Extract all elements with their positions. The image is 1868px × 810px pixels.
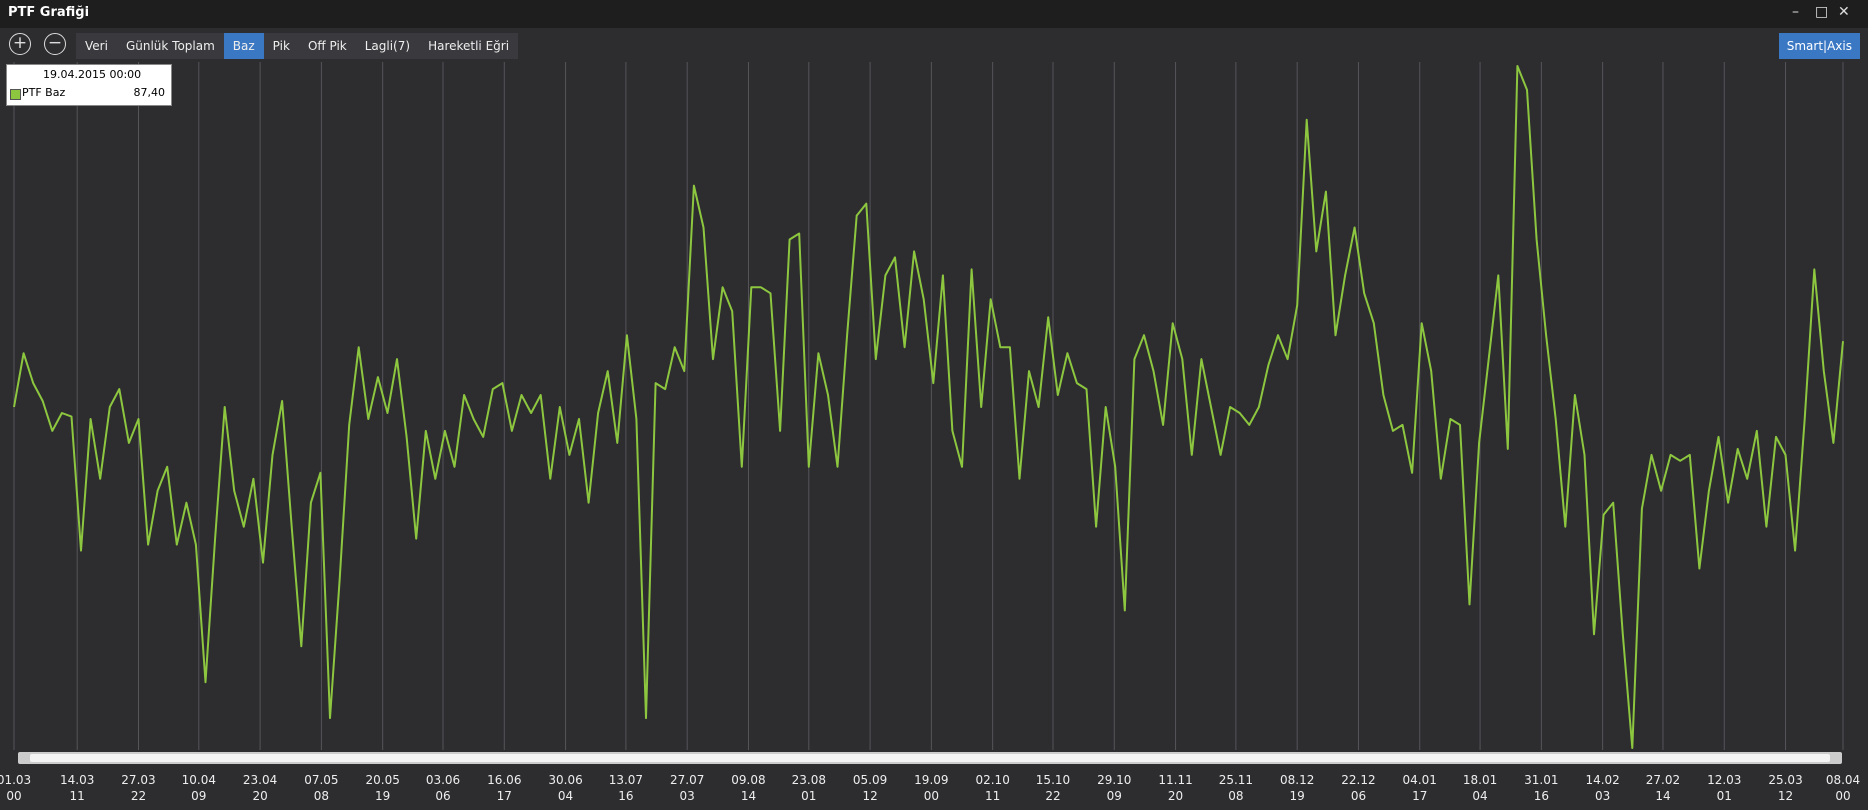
x-tick-label: 01.03 00 [0,773,32,803]
x-tick-label: 04.01 17 [1402,773,1437,803]
x-tick-label: 08.04 00 [1825,773,1861,803]
x-tick-label: 23.08 01 [791,773,826,803]
x-tick-label: 14.02 03 [1585,773,1620,803]
tooltip-date: 19.04.2015 00:00 [43,68,142,81]
x-tick-label: 23.04 20 [242,773,278,803]
data-line [13,65,1844,749]
button-group: Veri Günlük Toplam Baz Pik Off Pik Lagli(7) Ha… [76,33,519,59]
toolbar-button[interactable]: Baz [223,33,264,59]
smart-axis-button[interactable]: Smart|Axis [1778,33,1860,59]
x-tick-label: 19.09 00 [914,773,949,803]
tooltip-series: PTF Baz [22,86,66,99]
x-tick-label: 03.06 06 [425,773,461,803]
toolbar-button[interactable]: Hareketli Eğri [428,39,510,53]
toolbar-button[interactable]: Günlük Toplam [125,39,215,53]
x-tick-label: 29.10 09 [1097,773,1132,803]
x-tick-label: 30.06 04 [548,773,583,803]
plot-area [14,62,1843,755]
x-tick-label: 14.03 11 [60,773,95,803]
toolbar-button[interactable]: Off Pik [307,39,347,53]
toolbar-button[interactable]: Veri [85,39,108,53]
x-tick-label: 08.12 19 [1279,773,1315,803]
title-bar: PTF Grafiği – □ ✕ [0,0,1868,28]
x-tick-label: 02.10 11 [975,773,1010,803]
x-tick-label: 25.11 08 [1218,773,1254,803]
x-tick-label: 27.02 14 [1645,773,1681,803]
scroll-thumb[interactable] [30,754,1830,762]
x-tick-label: 15.10 22 [1035,773,1071,803]
zoom-in[interactable]: + [9,33,31,55]
toolbar-button[interactable]: Lagli(7) [364,39,411,53]
close[interactable]: ✕ [1838,4,1850,20]
x-tick-label: 11.11 20 [1158,773,1193,803]
toolbar: + − Veri Günlük Toplam Baz Pik Off Pik Lagli(… [0,30,1868,60]
x-tick-label: 16.06 17 [487,773,522,803]
x-tick-label: 20.05 19 [365,773,400,803]
x-tick-label: 13.07 16 [608,773,644,803]
maximize[interactable]: □ [1815,4,1829,20]
x-tick-label: 22.12 06 [1341,773,1376,803]
x-tick-label: 12.03 01 [1707,773,1742,803]
x-tick-label: 05.09 12 [852,773,888,803]
x-tick-label: 07.05 08 [304,773,339,803]
tooltip-swatch [10,89,21,100]
tooltip: 19.04.2015 00:00 PTF Baz 87,40 [6,64,172,106]
x-tick-label: 09.08 14 [731,773,766,803]
tooltip-value: 87,40 [133,86,166,99]
toolbar-button[interactable]: Pik [272,39,290,53]
x-tick-label: 27.07 03 [669,773,705,803]
zoom-out[interactable]: − [44,33,66,55]
window-title: PTF Grafiği [8,5,90,20]
x-tick-label: 10.04 09 [181,773,216,803]
x-tick-label: 27.03 22 [121,773,156,803]
x-tick-label: 25.03 12 [1768,773,1803,803]
x-tick-label: 18.01 04 [1462,773,1498,803]
x-tick-label: 31.01 16 [1524,773,1559,803]
minimize[interactable]: – [1792,4,1799,20]
